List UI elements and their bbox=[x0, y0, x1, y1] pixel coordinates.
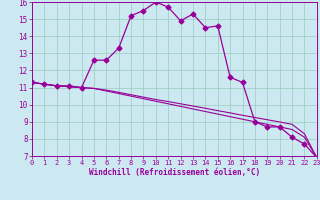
X-axis label: Windchill (Refroidissement éolien,°C): Windchill (Refroidissement éolien,°C) bbox=[89, 168, 260, 177]
